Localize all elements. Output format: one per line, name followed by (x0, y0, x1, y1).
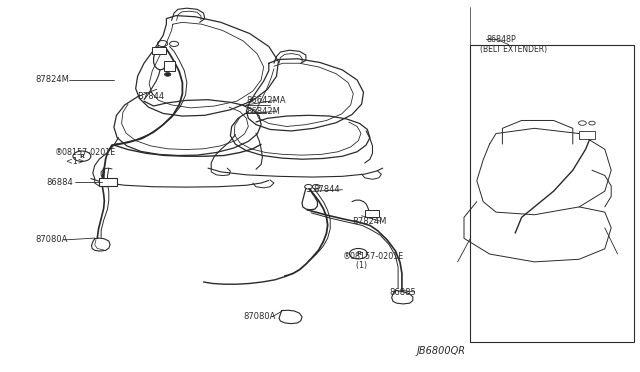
Text: 86848P: 86848P (486, 35, 516, 44)
Text: B7824M: B7824M (352, 217, 387, 226)
Text: (BELT EXTENDER): (BELT EXTENDER) (480, 45, 547, 54)
FancyBboxPatch shape (164, 61, 175, 71)
Circle shape (164, 73, 171, 76)
Text: 87824M: 87824M (35, 76, 69, 84)
Text: JB6800QR: JB6800QR (417, 346, 466, 356)
FancyBboxPatch shape (99, 178, 117, 186)
Text: B7844: B7844 (138, 92, 164, 101)
Text: 87080A: 87080A (243, 312, 276, 321)
Text: 86885: 86885 (389, 288, 416, 296)
Text: ®08157-0201E: ®08157-0201E (54, 148, 116, 157)
FancyBboxPatch shape (365, 210, 379, 217)
FancyBboxPatch shape (579, 131, 595, 139)
Text: 87844: 87844 (314, 185, 340, 194)
Text: ®08157-0201E: ®08157-0201E (342, 252, 404, 261)
Text: R: R (356, 251, 361, 256)
Bar (470, 45, 634, 342)
Text: R: R (79, 154, 84, 159)
Text: 86884: 86884 (47, 178, 74, 187)
Text: <1>: <1> (61, 157, 84, 166)
Text: 87080A: 87080A (35, 235, 68, 244)
Text: 86842M: 86842M (246, 107, 280, 116)
Text: 86642MA: 86642MA (246, 96, 286, 105)
FancyBboxPatch shape (152, 47, 166, 54)
Text: (1): (1) (351, 261, 367, 270)
